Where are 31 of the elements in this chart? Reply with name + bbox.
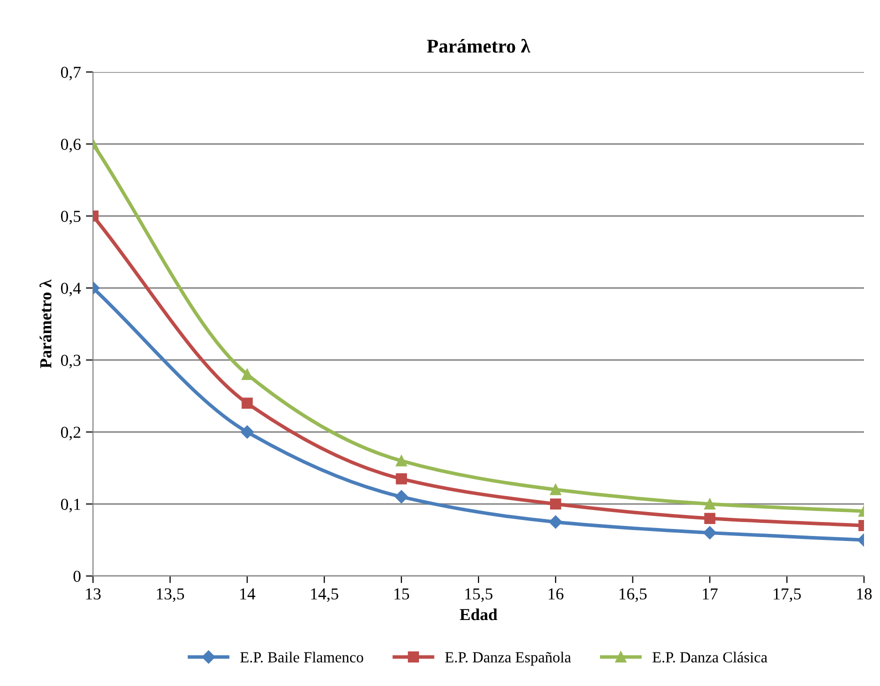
x-tick-label: 16,5	[620, 588, 647, 602]
y-tick-label: 0,7	[60, 66, 81, 80]
y-axis-title: Parámetro λ	[40, 280, 52, 368]
chart-title: Parámetro λ	[426, 38, 530, 53]
y-tick-label: 0,2	[60, 426, 80, 440]
point	[549, 515, 562, 529]
x-tick-label: 15,5	[465, 588, 492, 602]
x-tick-label: 15	[394, 588, 410, 600]
point	[396, 455, 407, 466]
y-tick-label: 0,5	[60, 210, 81, 224]
x-tick-label: 14	[240, 588, 256, 600]
x-tick-label: 13,5	[156, 588, 184, 602]
legend-label: E.P. Baile Flamenco	[240, 652, 364, 663]
x-tick-label: 14,5	[311, 588, 338, 602]
legend-label: E.P. Danza Clásica	[652, 652, 768, 663]
point	[550, 498, 562, 510]
y-tick-label: 0,4	[60, 282, 81, 296]
x-axis-title: Edad	[460, 608, 498, 620]
y-tick-label: 0,6	[60, 138, 81, 152]
x-tick-label: 13	[86, 588, 101, 600]
x-tick-label: 17	[702, 588, 718, 600]
x-tick-label: 16	[548, 588, 564, 600]
point	[396, 473, 407, 484]
y-tick-label: 0,3	[60, 354, 81, 368]
legend-label: E.P. Danza Española	[445, 652, 571, 666]
y-tick-label: 0,1	[60, 498, 80, 512]
point	[394, 490, 408, 504]
x-tick-label: 17,5	[774, 588, 801, 602]
y-tick-label: 0	[73, 570, 81, 582]
x-tick-label: 18	[857, 588, 872, 600]
point	[550, 484, 562, 496]
